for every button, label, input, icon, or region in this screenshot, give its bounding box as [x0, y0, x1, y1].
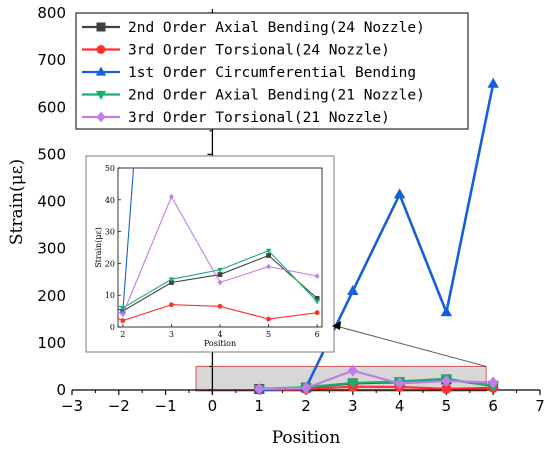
data-point: [441, 375, 452, 388]
inset-data-point: [314, 299, 320, 305]
inset-y-tick-label: 20: [105, 259, 115, 268]
inset-x-title: Position: [204, 339, 236, 348]
inset-data-point: [120, 311, 126, 318]
legend-label: 3rd Order Torsional(21 Nozzle): [128, 110, 390, 126]
inset-x-tick-label: 2: [120, 330, 125, 339]
data-point: [488, 376, 499, 389]
series-line-4: [259, 369, 494, 391]
y-tick-label: 500: [37, 145, 66, 163]
legend-label: 2nd Order Axial Bending(24 Nozzle): [128, 20, 425, 36]
data-point: [441, 383, 452, 394]
data-point: [487, 77, 499, 88]
data-point: [254, 383, 265, 396]
inset-x-tick-label: 6: [315, 330, 320, 339]
x-tick-label: 3: [348, 397, 358, 415]
legend-label: 2nd Order Axial Bending(21 Nozzle): [128, 88, 425, 104]
inset-data-point: [217, 272, 223, 277]
inset-data-point: [120, 318, 126, 324]
y-tick-label: 100: [37, 334, 66, 352]
inset-y-tick-label: 40: [105, 196, 115, 205]
inset-y-tick-label: 10: [105, 291, 115, 300]
inset-data-point: [266, 263, 271, 270]
inset-data-point: [314, 273, 320, 279]
inset-y-tick-label: 0: [110, 323, 115, 332]
x-tick-label: 7: [535, 397, 545, 415]
y-tick-label: 700: [37, 51, 66, 69]
x-tick-label: 4: [395, 397, 405, 415]
data-point: [440, 306, 453, 317]
data-point: [394, 377, 405, 390]
inset-y-title: Strain(με): [94, 227, 103, 268]
x-tick-label: 1: [254, 397, 264, 415]
inset-data-point: [314, 295, 320, 301]
data-point: [347, 285, 359, 296]
inset-x-tick-label: 4: [217, 330, 222, 339]
y-tick-label: 400: [37, 193, 66, 211]
inset-data-point: [266, 316, 271, 322]
x-tick-label: −1: [155, 397, 177, 415]
legend-label: 1st Order Circumferential Bending: [128, 65, 416, 81]
legend-marker: [96, 45, 106, 54]
inset-data-point: [169, 193, 174, 200]
zoom-connector-arrowhead: [332, 321, 341, 330]
inset-data-point: [217, 279, 223, 286]
data-point: [393, 188, 406, 199]
x-tick-label: 6: [488, 397, 498, 415]
inset-data-point: [169, 302, 174, 308]
inset-data-point: [266, 253, 271, 258]
legend: 2nd Order Axial Bending(24 Nozzle) 3rd Or…: [75, 12, 469, 130]
inset-data-point: [265, 248, 272, 254]
x-tick-label: 2: [301, 397, 311, 415]
legend-label: 3rd Order Torsional(24 Nozzle): [128, 43, 390, 59]
y-axis-title: Strain(με): [7, 159, 27, 245]
y-tick-label: 600: [37, 98, 66, 116]
legend-marker: [95, 66, 107, 76]
legend-marker: [96, 22, 106, 32]
inset-data-point: [314, 310, 320, 316]
inset-x-tick-label: 5: [266, 330, 271, 339]
inset-x-tick-label: 3: [169, 330, 174, 339]
zoom-connector-line: [335, 325, 487, 367]
y-tick-label: 0: [56, 381, 66, 399]
data-point: [347, 378, 359, 389]
inset-y-tick-label: 50: [105, 164, 115, 173]
inset-data-point: [217, 303, 223, 309]
legend-box: [75, 12, 469, 130]
x-axis-title: Position: [272, 428, 341, 448]
x-tick-label: 0: [208, 397, 218, 415]
legend-marker: [95, 90, 107, 100]
y-tick-label: 800: [37, 4, 66, 22]
x-tick-label: 5: [442, 397, 452, 415]
inset-y-tick-label: 30: [105, 228, 115, 237]
inset-data-point: [168, 277, 175, 283]
x-tick-label: −2: [108, 397, 130, 415]
x-tick-label: −3: [61, 397, 83, 415]
data-point: [347, 364, 358, 377]
legend-marker: [96, 111, 106, 123]
y-tick-label: 200: [37, 287, 66, 305]
inset-data-point: [120, 306, 126, 311]
inset-series: [118, 168, 320, 324]
y-tick-label: 300: [37, 240, 66, 258]
inset-data-point: [169, 280, 174, 285]
data-point: [301, 382, 311, 395]
inset-data-point: [217, 267, 223, 273]
inset-plot: 0 10 20 30 40 50 2 3 4 5 6 Position Strain(με): [85, 155, 487, 367]
